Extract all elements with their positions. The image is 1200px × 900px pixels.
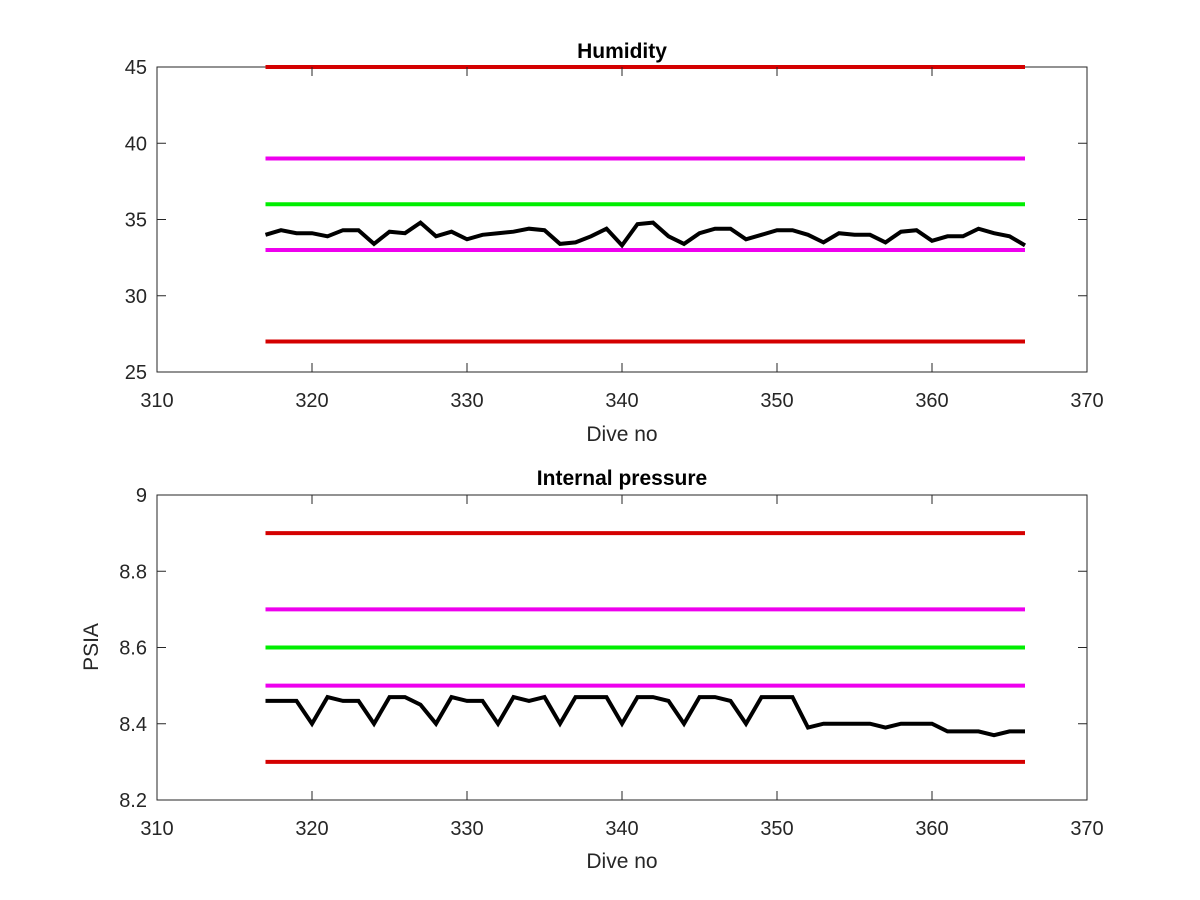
internal-pressure-x-tick-label: 360 [915, 818, 948, 840]
internal-pressure-x-tick-label: 370 [1070, 818, 1103, 840]
humidity-x-tick-label: 330 [450, 390, 483, 412]
humidity-x-tick-label: 360 [915, 390, 948, 412]
humidity-y-tick-label: 40 [125, 133, 147, 155]
humidity-y-tick-label: 35 [125, 210, 147, 232]
internal-pressure-y-tick-label: 8.8 [119, 561, 147, 583]
internal-pressure-x-tick-label: 320 [295, 818, 328, 840]
humidity-y-tick-label: 25 [125, 362, 147, 384]
internal-pressure-y-tick-label: 8.4 [119, 714, 147, 736]
humidity-y-tick-label: 30 [125, 286, 147, 308]
internal-pressure-series-layer [265, 531, 1025, 764]
internal-pressure-y-tick-label: 8.6 [119, 638, 147, 660]
internal-pressure-x-tick-label: 350 [760, 818, 793, 840]
internal-pressure-y-tick-label: 9 [136, 485, 147, 507]
humidity-y-tick-label: 45 [125, 57, 147, 79]
humidity-x-tick-label: 320 [295, 390, 328, 412]
internal-pressure-x-tick-label: 310 [140, 818, 173, 840]
internal-pressure-x-axis-label: Dive no [586, 850, 657, 873]
humidity-chart: 310 320 330 340 350 360 370 25 30 35 40 45 Humidity… [125, 40, 1104, 446]
internal-pressure-ticks-layer: 310 320 330 340 350 360 370 8.2 8.4 8.6 8.8 9 [119, 485, 1104, 840]
humidity-measured-line-5 [264, 220, 1027, 249]
internal-pressure-chart-title: Internal pressure [537, 467, 707, 490]
humidity-series-layer [264, 65, 1027, 344]
internal-pressure-measured-line-5 [265, 694, 1025, 738]
internal-pressure-y-tick-label: 8.2 [119, 790, 147, 812]
humidity-chart-title: Humidity [577, 40, 667, 63]
humidity-x-axis-label: Dive no [586, 423, 657, 446]
humidity-x-tick-label: 370 [1070, 390, 1103, 412]
internal-pressure-chart: 310 320 330 340 350 360 370 8.2 8.4 8.6 8.8 9 Inter… [80, 467, 1104, 873]
internal-pressure-x-tick-label: 340 [605, 818, 638, 840]
humidity-x-tick-label: 310 [140, 390, 173, 412]
humidity-x-tick-label: 340 [605, 390, 638, 412]
humidity-ticks-layer: 310 320 330 340 350 360 370 25 30 35 40 45 [125, 57, 1104, 412]
internal-pressure-x-tick-label: 330 [450, 818, 483, 840]
humidity-x-tick-label: 350 [760, 390, 793, 412]
humidity-plot-area [156, 66, 1088, 373]
internal-pressure-y-axis-label: PSIA [80, 623, 103, 671]
